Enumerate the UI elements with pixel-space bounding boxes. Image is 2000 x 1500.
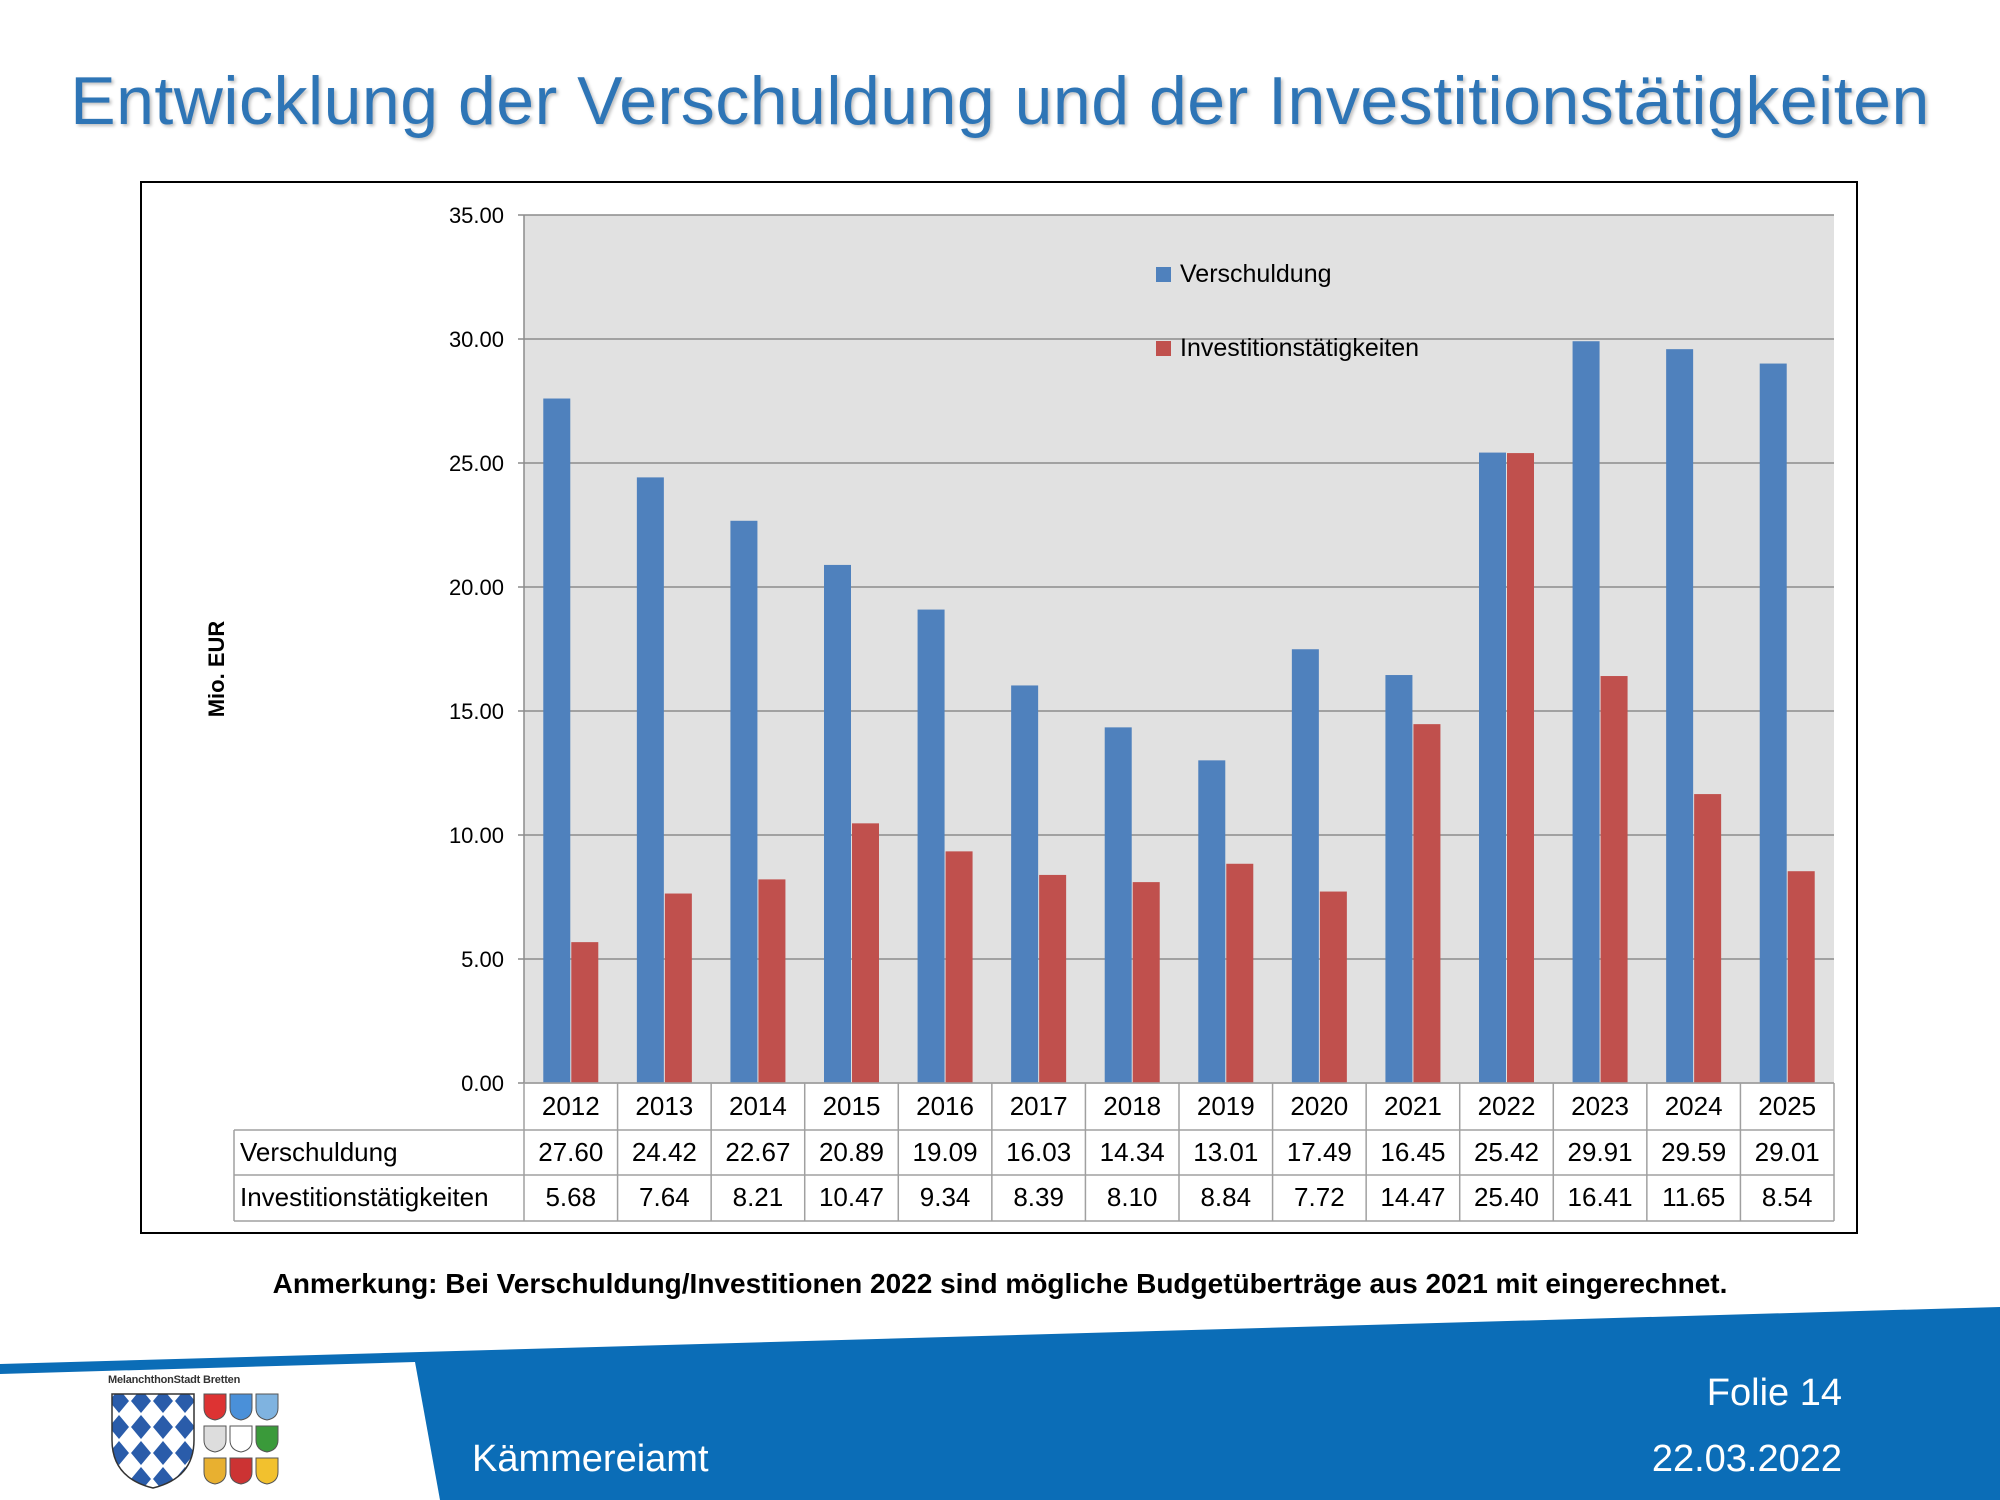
logo-text: MelanchthonStadt Bretten (108, 1374, 241, 1386)
table-cell-value: 8.21 (733, 1182, 784, 1212)
bar-investition-2019 (1226, 863, 1254, 1083)
table-cell-value: 11.65 (1662, 1182, 1725, 1212)
table-cell-value: 16.45 (1380, 1137, 1445, 1167)
bar-verschuldung-2022 (1479, 452, 1506, 1084)
legend-swatch-verschuldung (1156, 267, 1171, 282)
table-cell-value: 8.84 (1200, 1182, 1251, 1212)
bar-investition-2022 (1507, 453, 1534, 1084)
bar-verschuldung-2020 (1291, 649, 1319, 1083)
bar-investition-2014 (758, 879, 786, 1083)
y-tick-label: 25.00 (449, 451, 504, 476)
y-tick-label: 30.00 (449, 327, 504, 352)
table-cell-value: 7.72 (1294, 1182, 1345, 1212)
table-cell-value: 24.42 (632, 1137, 697, 1167)
bar-verschuldung-2013 (636, 477, 664, 1083)
chart-frame: 0.00 5.00 10.00 15.00 20.00 25.00 30.00 35.00 Mi… (140, 181, 1858, 1234)
bar-verschuldung-2016 (917, 609, 945, 1083)
chart-note: Anmerkung: Bei Verschuldung/Investitione… (272, 1268, 1728, 1299)
bar-investition-2016 (945, 851, 973, 1083)
table-cell-value: 25.40 (1474, 1182, 1539, 1212)
table-cell-value: 14.47 (1380, 1182, 1445, 1212)
table-cell-value: 29.91 (1568, 1137, 1633, 1167)
bar-verschuldung-2014 (730, 520, 758, 1083)
bar-investition-2013 (664, 893, 692, 1083)
legend-label-verschuldung: Verschuldung (1180, 260, 1332, 288)
bar-investition-2021 (1413, 724, 1441, 1083)
bar-investition-2024 (1694, 794, 1722, 1083)
bar-verschuldung-2018 (1104, 727, 1132, 1083)
y-tick-label: 10.00 (449, 823, 504, 848)
bar-chart: 0.00 5.00 10.00 15.00 20.00 25.00 30.00 35.00 Mi… (204, 203, 1835, 1222)
table-cell-value: 16.03 (1006, 1137, 1071, 1167)
bar-investition-2018 (1132, 882, 1160, 1083)
x-tick-label: 2015 (823, 1091, 881, 1121)
x-tick-label: 2014 (729, 1091, 787, 1121)
bar-verschuldung-2019 (1198, 760, 1226, 1083)
x-tick-label: 2021 (1384, 1091, 1442, 1121)
x-tick-label: 2023 (1571, 1091, 1629, 1121)
district-crests-icon (203, 1393, 279, 1485)
table-cell-value: 20.89 (819, 1137, 884, 1167)
bar-investition-2015 (852, 823, 879, 1083)
bar-investition-2020 (1319, 891, 1347, 1083)
table-cell-value: 29.59 (1661, 1137, 1726, 1167)
y-tick-label: 5.00 (461, 947, 504, 972)
y-tick-label: 35.00 (449, 203, 504, 228)
y-tick-label: 20.00 (449, 575, 504, 600)
table-cell-value: 25.42 (1474, 1137, 1539, 1167)
table-cell-value: 8.10 (1107, 1182, 1158, 1212)
city-logo: MelanchthonStadt Bretten (108, 1374, 298, 1494)
table-cell-value: 10.47 (819, 1182, 884, 1212)
table-cell-value: 13.01 (1193, 1137, 1258, 1167)
table-cell-value: 5.68 (545, 1182, 596, 1212)
x-tick-label: 2019 (1197, 1091, 1255, 1121)
x-tick-label: 2020 (1290, 1091, 1348, 1121)
legend-swatch-investition (1156, 341, 1171, 356)
table-cell-value: 14.34 (1100, 1137, 1165, 1167)
table-cell-value: 16.41 (1568, 1182, 1633, 1212)
footer-date: 22.03.2022 (1651, 1438, 1842, 1480)
x-tick-label: 2022 (1478, 1091, 1536, 1121)
x-tick-label: 2013 (635, 1091, 693, 1121)
table-row-label: Verschuldung (240, 1137, 398, 1167)
table-cell-value: 19.09 (913, 1137, 978, 1167)
footer-slide-number: Folie 14 (1706, 1372, 1842, 1414)
table-cell-value: 22.67 (725, 1137, 790, 1167)
x-tick-label: 2024 (1665, 1091, 1723, 1121)
footer-blue-shape (0, 1307, 2000, 1500)
x-tick-label: 2017 (1010, 1091, 1068, 1121)
bar-verschuldung-2021 (1385, 675, 1413, 1083)
bar-investition-2023 (1600, 676, 1628, 1083)
legend-label-investition: Investitionstätigkeiten (1180, 334, 1419, 362)
bar-verschuldung-2023 (1572, 341, 1600, 1083)
bar-investition-2012 (571, 942, 599, 1083)
table-cell-value: 8.39 (1013, 1182, 1064, 1212)
footer-department: Kämmereiamt (472, 1438, 709, 1480)
table-cell-value: 7.64 (639, 1182, 690, 1212)
bar-verschuldung-2015 (824, 564, 851, 1083)
table-cell-value: 27.60 (538, 1137, 603, 1167)
table-cell-value: 8.54 (1762, 1182, 1813, 1212)
bar-verschuldung-2017 (1011, 685, 1039, 1083)
bar-investition-2017 (1039, 874, 1067, 1083)
x-tick-label: 2016 (916, 1091, 974, 1121)
table-cell-value: 17.49 (1287, 1137, 1352, 1167)
y-tick-label: 0.00 (461, 1071, 504, 1096)
x-tick-label: 2018 (1103, 1091, 1161, 1121)
slide-title: Entwicklung der Verschuldung und der Inv… (70, 63, 1930, 139)
bar-verschuldung-2024 (1666, 349, 1694, 1084)
x-tick-label: 2012 (542, 1091, 600, 1121)
table-cell-value: 9.34 (920, 1182, 971, 1212)
bar-verschuldung-2012 (543, 398, 571, 1083)
table-cell-value: 29.01 (1755, 1137, 1820, 1167)
bar-verschuldung-2025 (1759, 363, 1787, 1083)
x-tick-label: 2025 (1758, 1091, 1816, 1121)
bar-investition-2025 (1787, 871, 1815, 1083)
coat-of-arms-icon (111, 1393, 195, 1489)
table-row-label: Investitionstätigkeiten (240, 1182, 489, 1212)
y-tick-label: 15.00 (449, 699, 504, 724)
y-axis-title: Mio. EUR (204, 621, 229, 718)
